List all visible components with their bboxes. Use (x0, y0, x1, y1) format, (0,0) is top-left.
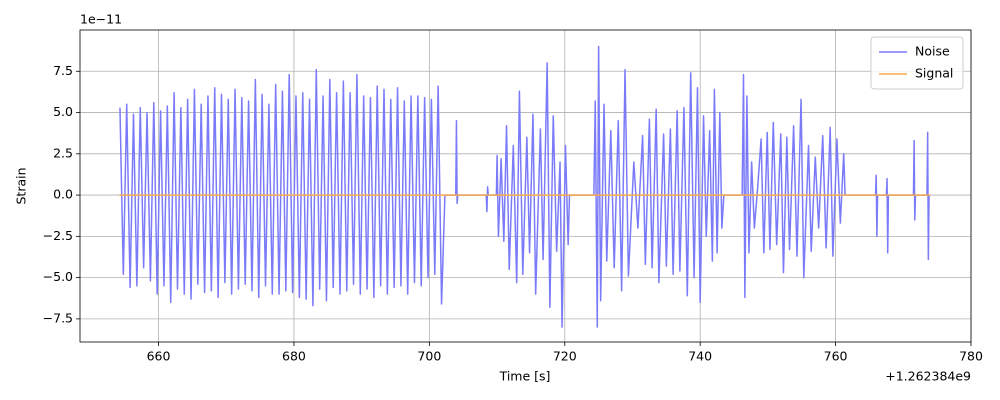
y-offset-label: 1e−11 (80, 12, 122, 27)
legend-label: Noise (915, 44, 950, 59)
y-tick-label: 0.0 (53, 187, 73, 202)
y-tick-label: 2.5 (53, 145, 73, 160)
y-tick-label: 5.0 (53, 104, 73, 119)
legend-box (870, 36, 964, 90)
x-axis-label: Time [s] (499, 369, 551, 384)
plot-frame (79, 29, 972, 343)
y-tick-label: 7.5 (53, 63, 73, 78)
x-tick-label: 720 (553, 349, 577, 364)
x-tick-label: 680 (282, 349, 306, 364)
y-tick-label: −5.0 (43, 269, 73, 284)
y-tick-label: −7.5 (43, 310, 73, 325)
x-tick-label: 700 (417, 349, 441, 364)
x-offset-label: +1.262384e9 (885, 369, 971, 384)
y-tick-label: −2.5 (43, 228, 73, 243)
x-tick-label: 660 (147, 349, 171, 364)
x-tick-label: 780 (959, 349, 983, 364)
legend-label: Signal (915, 66, 953, 81)
y-axis-label: Strain (14, 167, 29, 204)
series-line (119, 45, 930, 328)
x-tick-label: 740 (688, 349, 712, 364)
x-tick-label: 760 (824, 349, 848, 364)
